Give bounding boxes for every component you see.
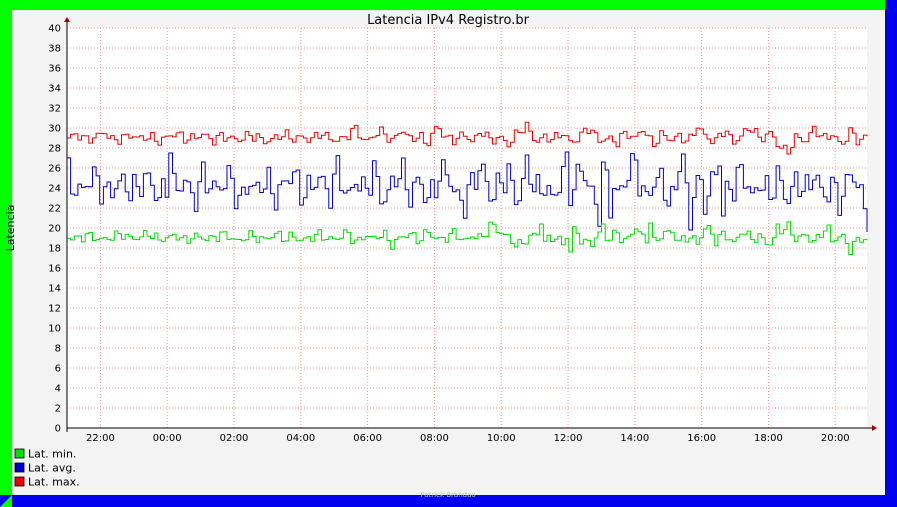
y-tick-label: 14 (48, 284, 61, 295)
y-tick-label: 36 (48, 64, 61, 75)
series-lines (67, 121, 868, 256)
y-axis-arrow (64, 17, 70, 22)
border-top (0, 0, 897, 10)
x-tick-label: 12:00 (554, 433, 583, 444)
x-tick-label: 02:00 (220, 433, 249, 444)
x-tick-label: 18:00 (754, 433, 783, 444)
x-tick-label: 14:00 (620, 433, 649, 444)
legend-swatch (14, 448, 25, 459)
border-corner-bottom-left (0, 495, 12, 507)
y-tick-label: 24 (48, 184, 61, 195)
x-tick-label: 04:00 (286, 433, 315, 444)
y-tick-label: 38 (48, 44, 61, 55)
x-tick-label: 08:00 (420, 433, 449, 444)
y-tick-label: 32 (48, 104, 61, 115)
x-tick-label: 00:00 (153, 433, 182, 444)
y-tick-label: 28 (48, 144, 61, 155)
x-tick-label: 22:00 (86, 433, 115, 444)
legend-label: Lat. max. (28, 476, 80, 489)
border-left (0, 0, 12, 507)
legend-swatch (14, 476, 25, 487)
y-tick-label: 4 (55, 384, 61, 395)
y-tick-label: 40 (48, 24, 61, 35)
series-line-lat--avg- (67, 151, 868, 232)
y-tick-label: 16 (48, 264, 61, 275)
x-tick-label: 06:00 (353, 433, 382, 444)
series-line-lat--max- (67, 121, 868, 155)
x-tick-label: 16:00 (687, 433, 716, 444)
y-tick-label: 8 (55, 344, 61, 355)
x-axis-arrow (872, 425, 877, 431)
y-tick-label: 30 (48, 124, 61, 135)
legend: Lat. min.Lat. avg.Lat. max. (14, 448, 80, 489)
border-corner-top-right (885, 0, 897, 10)
y-tick-label: 22 (48, 204, 61, 215)
series-line-lat--min- (67, 221, 868, 256)
y-tick-label: 6 (55, 364, 61, 375)
y-tick-label: 12 (48, 304, 61, 315)
y-tick-label: 26 (48, 164, 61, 175)
x-tick-labels: 22:00 00:00 02:00 04:00 06:00 08:00 10:00 12:00… (86, 433, 850, 444)
border-right (885, 0, 897, 507)
x-tick-label: 20:00 (821, 433, 850, 444)
y-tick-label: 20 (48, 224, 61, 235)
grid-lines (67, 27, 867, 429)
legend-swatch (14, 462, 25, 473)
y-tick-label: 34 (48, 84, 61, 95)
legend-label: Lat. avg. (28, 462, 76, 475)
axes (64, 17, 877, 432)
y-tick-label: 2 (55, 404, 61, 415)
y-axis-label: Latencia (4, 205, 17, 252)
x-tick-label: 10:00 (487, 433, 516, 444)
y-tick-label: 18 (48, 244, 61, 255)
legend-label: Lat. min. (28, 448, 76, 461)
y-tick-label: 10 (48, 324, 61, 335)
watermark: Patrick Brandao (420, 491, 475, 499)
chart-title: Latencia IPv4 Registro.br (367, 13, 530, 28)
y-tick-label: 0 (55, 424, 61, 435)
border-bottom (0, 495, 897, 507)
